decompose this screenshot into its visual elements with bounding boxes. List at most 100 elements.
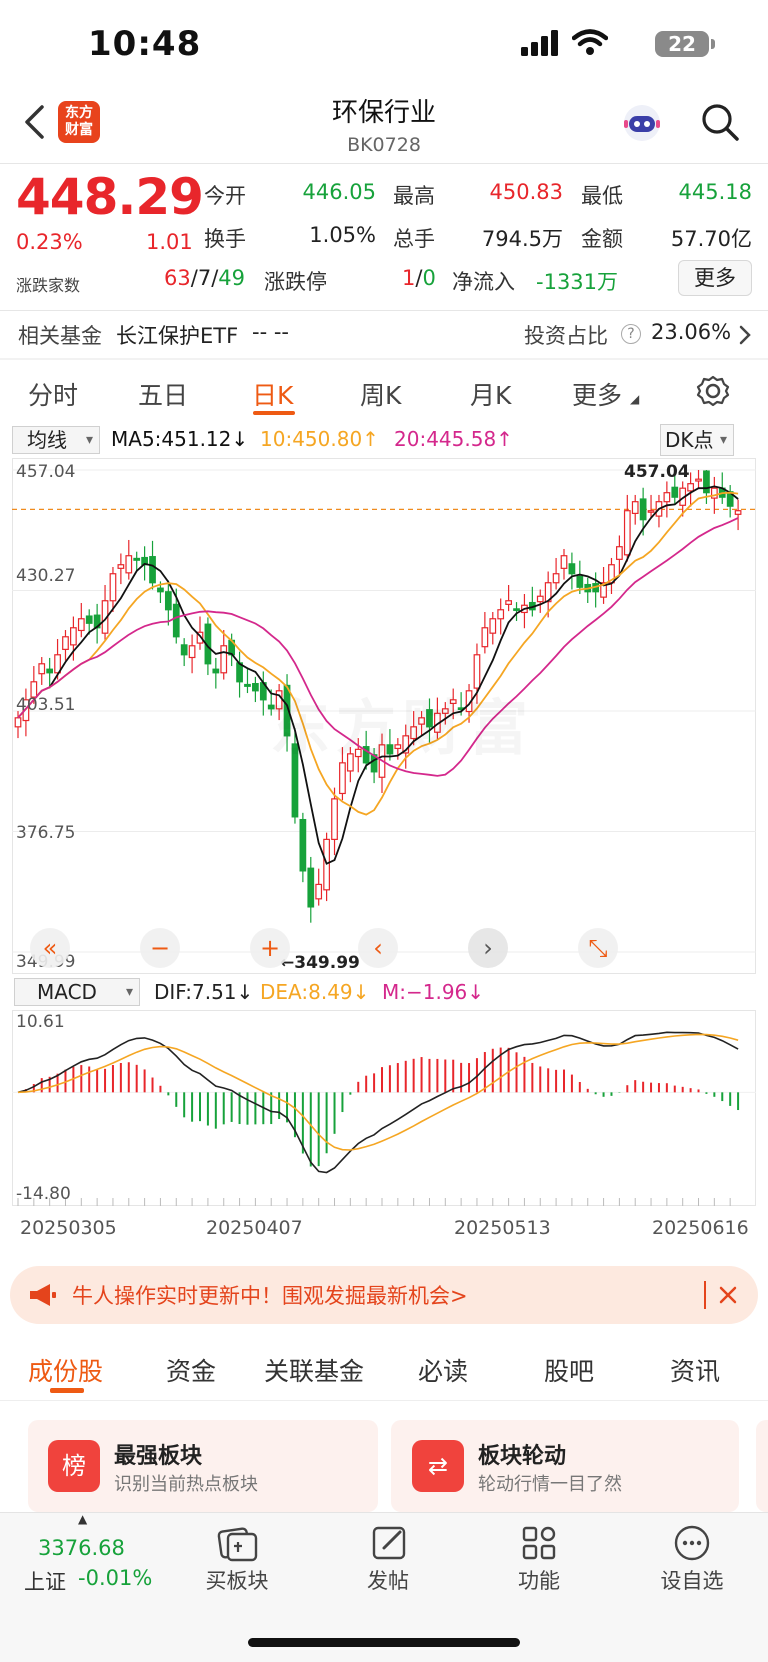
scroll-left-button[interactable]: ‹ [358,928,398,968]
macd-select[interactable]: MACD [14,978,140,1006]
help-icon[interactable]: ? [621,324,641,344]
caret-up-icon: ▲ [78,1512,88,1526]
candle-body [710,487,718,499]
index-value[interactable]: 3376.68 [38,1536,125,1560]
tab-news[interactable]: 资讯 [670,1357,721,1386]
m-legend: M:−1.96↓ [382,980,485,1004]
candle-body [695,478,702,482]
tab-daily-k[interactable]: 日K [252,381,294,410]
wifi-icon [572,29,608,55]
signal-icon [521,30,558,56]
candle-body [505,600,512,605]
scroll-right-button[interactable]: › [468,928,508,968]
candle-body [283,684,291,737]
tab-monthly-k[interactable]: 月K [470,381,512,410]
candle-body [481,627,489,648]
candle-body [70,627,77,646]
scroll-left-fast-button[interactable]: « [30,928,70,968]
fund-name[interactable]: 长江保护ETF [116,324,239,348]
tab-more[interactable]: 更多 [572,381,623,410]
chevron-right-icon[interactable] [738,325,752,345]
tab-weekly-k[interactable]: 周K [360,381,402,410]
fund-value: -- -- [252,320,289,344]
candle-body [38,663,46,675]
candle-body [426,709,433,728]
sector-code: BK0728 [347,134,421,156]
post-icon[interactable] [370,1524,410,1562]
candle-body [149,556,156,584]
divider [0,310,768,311]
ma10-line [17,491,739,816]
tab-forum[interactable]: 股吧 [544,1357,595,1386]
nav-buy-sector[interactable]: 买板块 [205,1569,269,1593]
chevron-down-icon: ◢ [630,392,640,406]
index-change[interactable]: -0.01% [78,1566,153,1590]
candle-body [62,636,69,650]
ma5-legend: MA5:451.12↓ [111,427,249,451]
indicator-select[interactable]: 均线 [12,426,100,454]
candle-body [441,708,449,714]
strongest-sector-icon: 榜 [48,1440,100,1492]
more-options-icon[interactable] [672,1524,712,1562]
candle-body [346,753,354,772]
candle-body [157,587,164,593]
active-content-tab-indicator [50,1388,84,1393]
card-subtitle: 轮动行情一目了然 [478,1474,622,1495]
promo-banner-text[interactable]: 牛人操作实时更新中！围观发掘最新机会> [72,1284,468,1308]
tab-must-read[interactable]: 必读 [418,1357,469,1386]
fullscreen-button[interactable]: ⤡ [578,928,618,968]
netflow-label: 净流入 [452,270,515,294]
ma20-legend: 20:445.58↑ [394,427,513,451]
candle-body [212,668,220,674]
change-amount: 1.01 [146,230,193,254]
candle-body [473,654,481,689]
more-quote-button[interactable]: 更多 [678,260,752,296]
kline-chart[interactable] [12,458,756,974]
updown-counts: 63/7/49 [164,266,245,290]
x-date-3: 20250513 [454,1217,551,1239]
y-label-4: 376.75 [16,823,76,843]
back-arrow-icon[interactable] [22,104,46,140]
dea-line [17,1033,739,1151]
kline-chart-frame[interactable] [12,458,756,974]
functions-icon[interactable] [520,1524,560,1562]
updown-label: 涨跌家数 [16,276,81,295]
search-icon[interactable] [700,102,740,142]
dk-point-button[interactable]: DK点 [660,424,734,456]
tab-related-funds[interactable]: 关联基金 [264,1357,365,1386]
candle-body [244,683,251,687]
candle-body [362,746,370,764]
macd-chart-frame [12,1010,756,1206]
dif-legend: DIF:7.51↓ [154,980,254,1004]
candle-body [703,470,710,494]
robot-assistant-icon[interactable] [620,102,664,144]
candle-body [576,575,584,588]
status-time: 10:48 [88,24,202,64]
tab-intraday[interactable]: 分时 [28,381,79,410]
zoom-in-button[interactable]: + [250,928,290,968]
close-icon[interactable] [718,1285,738,1305]
buy-sector-icon[interactable] [216,1524,260,1562]
nav-post[interactable]: 发帖 [367,1569,409,1593]
candle-body [568,563,576,575]
zoom-out-button[interactable]: − [140,928,180,968]
promo-banner[interactable] [10,1266,758,1324]
candle-body [30,681,38,698]
next-card-peek [756,1420,768,1512]
tab-capital[interactable]: 资金 [166,1357,217,1386]
amount-label: 金额 [581,227,623,251]
tab-constituents[interactable]: 成份股 [28,1357,104,1386]
banner-divider [704,1281,706,1309]
index-name[interactable]: 上证 [24,1570,66,1594]
low-value: 445.18 [678,180,752,204]
nav-functions[interactable]: 功能 [518,1569,560,1593]
gear-icon[interactable] [696,374,730,408]
home-indicator [248,1638,520,1647]
candle-body [54,654,61,674]
nav-add-watchlist[interactable]: 设自选 [660,1569,724,1593]
dea-legend: DEA:8.49↓ [260,980,370,1004]
app-logo: 东方 财富 [58,101,100,143]
tab-five-day[interactable]: 五日 [138,381,189,410]
amount-value: 57.70亿 [670,227,752,251]
y-label-top: 457.04 [16,462,76,482]
